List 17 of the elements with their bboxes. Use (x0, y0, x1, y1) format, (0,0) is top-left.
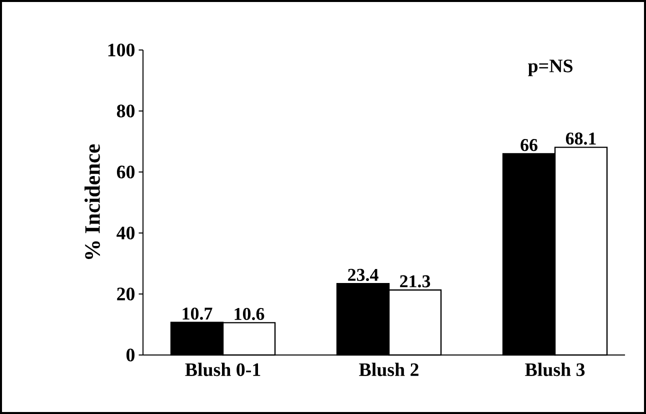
y-tick-label: 100 (108, 44, 135, 56)
x-tick-label: Blush 3 (525, 362, 585, 376)
y-axis-title: % Incidence (84, 144, 100, 259)
y-tick-label: 20 (117, 288, 135, 300)
data-label: 66 (520, 139, 538, 152)
data-label: 10.7 (182, 308, 212, 320)
data-label: 23.4 (348, 268, 378, 282)
y-tick-label: 40 (116, 226, 135, 240)
y-tick-label: 80 (116, 104, 135, 118)
annotation: p=NS (528, 60, 572, 76)
y-tick-label: 0 (126, 348, 135, 362)
data-label: 10.6 (234, 308, 264, 320)
y-tick-label: 60 (116, 166, 135, 178)
data-label: 68.1 (566, 132, 596, 145)
x-tick-label: Blush 0-1 (185, 362, 260, 376)
data-label: 21.3 (400, 275, 430, 288)
x-tick-label: Blush 2 (359, 362, 418, 376)
